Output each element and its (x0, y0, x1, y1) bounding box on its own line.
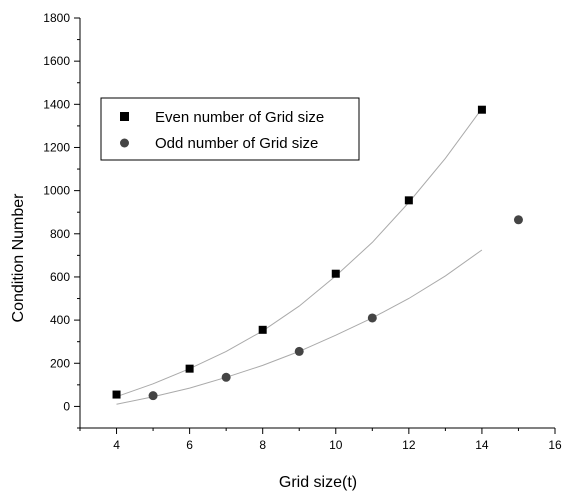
axes (79, 18, 555, 429)
y-tick-label: 600 (50, 270, 70, 284)
data-point-odd (294, 346, 304, 356)
x-tick-label: 16 (548, 438, 562, 452)
y-ticks: 0 200 400 600 800 1000 1200 1400 1600 1800 (43, 11, 80, 429)
data-point-even (258, 325, 267, 334)
fit-curve-even (116, 108, 483, 398)
legend: Even number of Grid size Odd number of G… (100, 97, 360, 161)
data-points (112, 105, 523, 401)
x-tick-label: 12 (402, 438, 416, 452)
y-tick-label: 0 (63, 399, 70, 413)
x-tick-label: 4 (113, 438, 120, 452)
y-tick-label: 1600 (43, 54, 70, 68)
y-tick-label: 200 (50, 356, 70, 370)
x-tick-label: 10 (329, 438, 343, 452)
x-tick-label: 8 (259, 438, 266, 452)
legend-box (100, 97, 360, 161)
fit-curve-odd (116, 249, 483, 405)
y-tick-label: 1400 (43, 97, 70, 111)
legend-marker-odd (120, 138, 129, 148)
data-point-even (112, 390, 121, 399)
y-axis-title: Condition Number (10, 193, 27, 323)
x-ticks: 4 6 8 10 12 14 16 (79, 428, 562, 452)
legend-label-odd: Odd number of Grid size (155, 135, 318, 152)
y-tick-label: 1000 (43, 184, 70, 198)
x-tick-label: 6 (186, 438, 193, 452)
data-point-odd (367, 313, 377, 323)
data-point-even (185, 364, 194, 373)
data-point-even (477, 105, 486, 114)
legend-label-even: Even number of Grid size (155, 109, 324, 126)
data-point-odd (513, 215, 523, 225)
legend-marker-even (120, 112, 129, 121)
y-tick-label: 800 (50, 227, 70, 241)
y-tick-label: 1800 (43, 11, 70, 25)
data-point-even (404, 196, 413, 205)
y-tick-label: 1200 (43, 140, 70, 154)
data-point-even (331, 269, 340, 278)
y-tick-label: 400 (50, 313, 70, 327)
data-point-odd (221, 372, 231, 382)
x-tick-label: 14 (475, 438, 489, 452)
x-axis-title: Grid size(t) (279, 474, 357, 491)
data-point-odd (148, 391, 158, 401)
